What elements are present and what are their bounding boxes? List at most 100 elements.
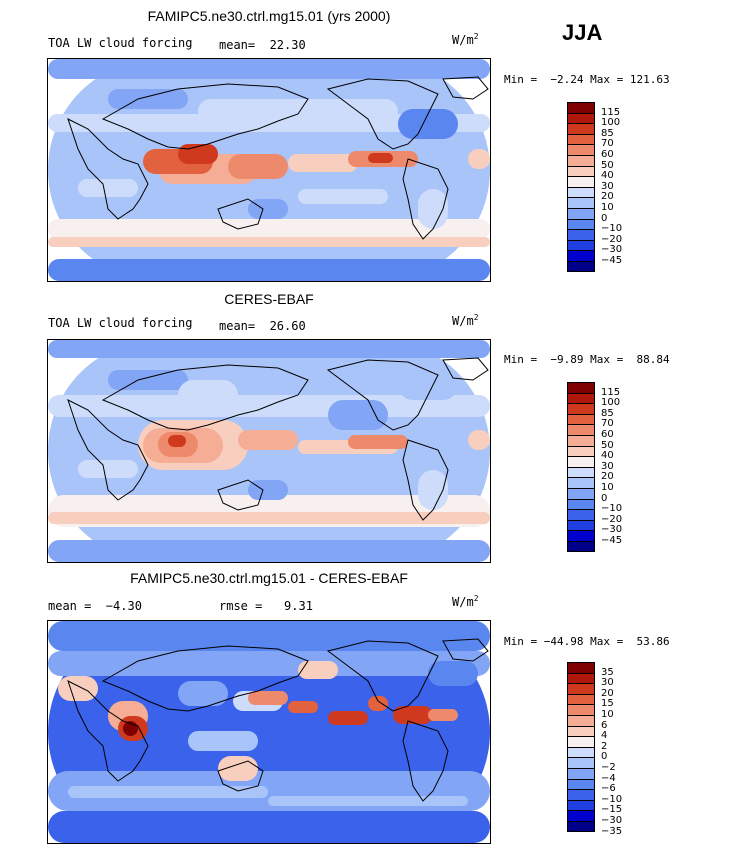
coastline: [326, 359, 439, 431]
contour-region: [108, 370, 188, 390]
colorbar-swatch: [567, 197, 595, 208]
colorbar-tick-label: −45: [601, 255, 623, 266]
colorbar-tick-label: 40: [601, 170, 614, 182]
contour-region: [248, 691, 288, 705]
contour-region: [428, 709, 458, 721]
contour-region: [298, 189, 388, 204]
contour-region: [398, 370, 458, 400]
colorbar-swatch: [567, 519, 595, 531]
colorbar-swatch: [567, 155, 595, 166]
panel-2-field-label: TOA LW cloud forcing: [48, 316, 193, 330]
contour-region: [328, 711, 368, 725]
coastline: [442, 638, 489, 662]
contour-region: [248, 199, 288, 219]
panel-2-mean: mean= 26.60: [219, 319, 306, 333]
contour-region: [418, 470, 448, 510]
colorbar-tick-label: 30: [601, 180, 614, 192]
colorbar-tick-label: −30: [601, 524, 623, 536]
colorbar-swatch: [567, 768, 595, 779]
colorbar-tick-label: 20: [601, 191, 614, 203]
colorbar-tick-label: −10: [601, 223, 623, 235]
colorbar-tick-label: 15: [601, 698, 614, 710]
panel-1-mean: mean= 22.30: [219, 38, 306, 52]
panel-3-units: W/m2: [452, 594, 479, 609]
colorbar-tick-label: 115: [601, 106, 621, 118]
panel-3-minmax: Min = −44.98 Max = 53.86: [504, 635, 670, 648]
panel-1-field-label: TOA LW cloud forcing: [48, 36, 193, 50]
contour-region: [188, 731, 258, 751]
colorbar-swatch: [567, 435, 595, 446]
colorbar-swatch: [567, 456, 595, 467]
contour-region: [198, 99, 398, 124]
colorbar-tick-label: 40: [601, 450, 614, 462]
colorbar-swatch: [567, 382, 595, 393]
colorbar-swatch: [567, 208, 595, 219]
colorbar-swatch: [567, 736, 595, 747]
colorbar-swatch: [567, 424, 595, 435]
coastline: [217, 198, 264, 230]
colorbar-swatch: [567, 413, 595, 425]
panel-2-colorbar: 115 100 85 70 60 50 40 30 20 10 0 −10 −20 −30 −45: [567, 382, 622, 552]
colorbar-tick-label: 60: [601, 429, 614, 440]
colorbar-swatch: [567, 799, 595, 811]
coastline: [442, 76, 489, 100]
contour-region: [68, 786, 268, 798]
colorbar-swatch: [567, 392, 595, 404]
colorbar-tick-label: 50: [601, 439, 614, 451]
colorbar-swatch: [567, 704, 595, 715]
contour-region: [78, 460, 138, 478]
colorbar-swatch: [567, 445, 595, 457]
colorbar-swatch: [567, 186, 595, 198]
panel-2-minmax: Min = −9.89 Max = 88.84: [504, 353, 670, 366]
contour-region: [228, 154, 288, 179]
colorbar-swatch: [567, 229, 595, 240]
colorbar-tick-label: 20: [601, 687, 614, 699]
contour-region: [48, 259, 490, 281]
colorbar-tick-label: −4: [601, 772, 616, 784]
coastline: [402, 439, 449, 521]
colorbar-tick-label: 0: [601, 212, 608, 224]
contour-region: [468, 430, 490, 450]
contour-region: [178, 380, 238, 410]
coastline: [217, 479, 264, 511]
colorbar-tick-label: 0: [601, 492, 608, 504]
contour-region: [108, 89, 188, 109]
panel-1-title: FAMIPC5.ne30.ctrl.mg15.01 (yrs 2000): [147, 8, 391, 24]
colorbar-tick-label: 85: [601, 407, 614, 419]
colorbar-tick-label: 20: [601, 471, 614, 483]
coastline: [67, 118, 149, 220]
contour-region: [393, 706, 433, 724]
colorbar-tick-label: −10: [601, 503, 623, 515]
contour-region: [248, 480, 288, 500]
colorbar-tick-label: 4: [601, 730, 608, 742]
colorbar-swatch: [567, 789, 595, 800]
colorbar-swatch: [567, 778, 595, 790]
colorbar-tick-label: 0: [601, 751, 608, 763]
contour-region: [288, 154, 358, 172]
contour-region: [348, 435, 408, 449]
colorbar-tick-label: −30: [601, 815, 623, 826]
colorbar-tick-label: 10: [601, 202, 614, 213]
contour-region: [398, 109, 458, 139]
contour-region: [48, 59, 490, 79]
contour-region: [468, 149, 490, 169]
panel-2-contour-map: [48, 340, 490, 562]
contour-region: [238, 430, 298, 450]
colorbar-swatch: [567, 498, 595, 510]
colorbar-tick-label: 60: [601, 149, 614, 160]
colorbar-swatch: [567, 662, 595, 673]
colorbar-swatch: [567, 144, 595, 155]
colorbar-swatch: [567, 123, 595, 134]
coastline: [101, 83, 309, 150]
colorbar-swatch: [567, 165, 595, 177]
colorbar-tick-label: 30: [601, 460, 614, 472]
panel-3-colorbar: 35 30 20 15 10 6 4 2 0 −2 −4 −6 −10 −15 −30 −35: [567, 662, 622, 836]
colorbar-swatch: [567, 102, 595, 113]
colorbar-swatch: [567, 757, 595, 768]
colorbar-swatch: [567, 725, 595, 737]
colorbar-tick-label: 115: [601, 386, 621, 398]
colorbar-swatch: [567, 746, 595, 758]
colorbar-tick-label: 85: [601, 127, 614, 139]
coastline: [67, 680, 149, 782]
panel-1-contour-map: [48, 59, 490, 281]
